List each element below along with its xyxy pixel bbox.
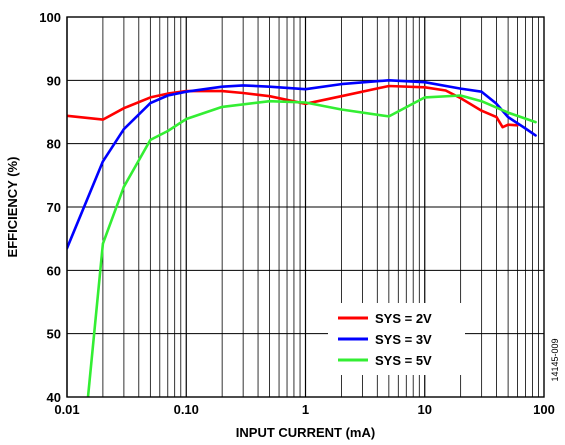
y-tick-label: 80 [47,137,61,152]
y-tick-label: 90 [47,73,61,88]
series-lines [67,79,537,397]
legend-label-sys-2v: SYS = 2V [375,311,432,326]
figure-id: 14145-009 [550,338,560,381]
tick-labels: 0.01 0.10 1 10 100 40 50 60 70 80 90 100 [39,10,555,417]
x-tick-label: 1 [302,402,309,417]
series-line-sys-5v [86,94,537,397]
x-tick-label: 0.10 [174,402,199,417]
y-axis-title: EFFICIENCY (%) [5,157,20,258]
x-axis-title: INPUT CURRENT (mA) [236,425,375,440]
grid [66,16,544,398]
series-line-sys-3v [67,79,537,250]
plot-frame [66,16,545,398]
legend: SYS = 2V SYS = 3V SYS = 5V [328,303,465,375]
x-tick-label: 10 [418,402,432,417]
legend-label-sys-5v: SYS = 5V [375,353,432,368]
legend-label-sys-3v: SYS = 3V [375,332,432,347]
y-tick-label: 60 [47,263,61,278]
y-tick-label: 50 [47,327,61,342]
x-tick-label: 100 [533,402,555,417]
x-tick-label: 0.01 [54,402,79,417]
y-tick-label: 100 [39,10,61,25]
series-line-sys-2v [67,84,519,129]
y-tick-label: 70 [47,200,61,215]
y-tick-label: 40 [47,390,61,405]
